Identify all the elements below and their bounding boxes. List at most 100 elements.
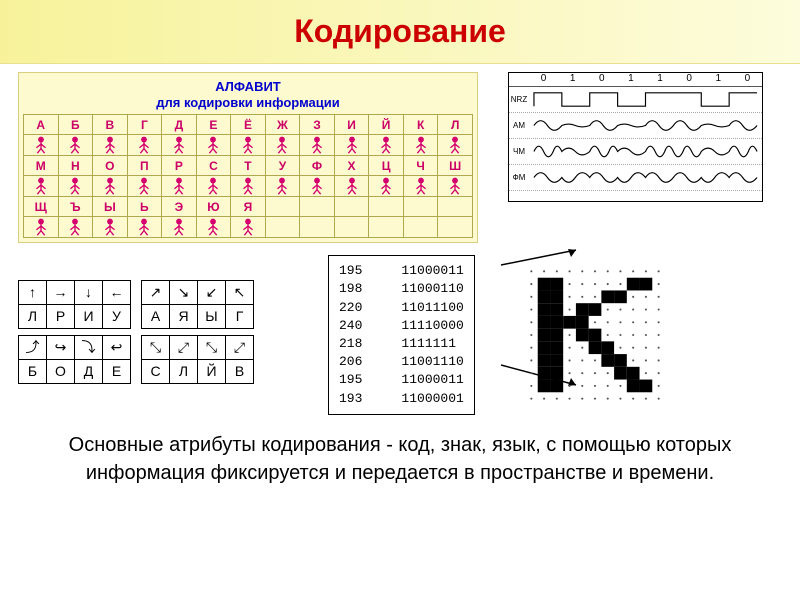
alphabet-symbol-cell: [196, 176, 231, 197]
binary-row: 195 11000011: [339, 262, 464, 280]
alphabet-letter-cell: П: [127, 156, 162, 176]
alphabet-letter-cell: У: [265, 156, 300, 176]
alphabet-symbol-cell: [24, 135, 59, 156]
header-bar: Кодирование: [0, 0, 800, 64]
alphabet-symbol-cell: [127, 176, 162, 197]
alphabet-symbol-cell: [231, 217, 266, 238]
arrow-letter-cell: И: [75, 304, 103, 328]
alphabet-symbol-cell: [58, 135, 93, 156]
alphabet-encoding-box: АЛФАВИТ для кодировки информации АБВГДЕЁ…: [18, 72, 478, 243]
alphabet-symbol-cell: [24, 176, 59, 197]
alphabet-letter-cell: Б: [58, 115, 93, 135]
arrow-cell: ↩: [103, 335, 131, 359]
waveform-header: 01011010: [509, 73, 762, 87]
alphabet-letter-cell: [369, 197, 404, 217]
wave-bit: 0: [587, 73, 616, 86]
alphabet-symbol-cell: [127, 217, 162, 238]
arrow-letter-cell: Л: [170, 359, 198, 383]
alphabet-letter-cell: Ж: [265, 115, 300, 135]
alphabet-table: АБВГДЕЁЖЗИЙКЛМНОПРСТУФХЦЧШЩЪЫЬЭЮЯ: [23, 114, 473, 238]
arrow-letter-cell: Ы: [198, 304, 226, 328]
alphabet-letter-cell: Я: [231, 197, 266, 217]
alphabet-title-2: для кодировки информации: [156, 95, 339, 110]
binary-row: 220 11011100: [339, 299, 464, 317]
wave-bit: 1: [558, 73, 587, 86]
alphabet-symbol-cell: [93, 217, 128, 238]
arrow-cell: ↑: [19, 280, 47, 304]
arrow-grids-row-1: ↑→↓←ЛРИУ↗↘↙↖АЯЫГ: [18, 280, 278, 329]
wave-bit: 1: [646, 73, 675, 86]
alphabet-symbol-cell: [265, 217, 300, 238]
alphabet-title: АЛФАВИТ для кодировки информации: [23, 79, 473, 110]
alphabet-title-1: АЛФАВИТ: [215, 79, 281, 94]
arrow-letter-cell: А: [142, 304, 170, 328]
waveform-row: АМ: [509, 113, 762, 139]
alphabet-symbol-cell: [93, 135, 128, 156]
arrow-letter-cell: Е: [103, 359, 131, 383]
alphabet-letter-cell: Ы: [93, 197, 128, 217]
waveform-label: АМ: [509, 121, 529, 130]
alphabet-symbol-cell: [300, 217, 335, 238]
binary-row: 193 11000001: [339, 390, 464, 408]
arrow-cell: ←: [103, 280, 131, 304]
alphabet-letter-cell: Й: [369, 115, 404, 135]
main-content: АЛФАВИТ для кодировки информации АБВГДЕЁ…: [0, 64, 800, 495]
alphabet-symbol-cell: [265, 176, 300, 197]
binary-row: 218 1111111: [339, 335, 464, 353]
alphabet-letter-cell: Р: [162, 156, 197, 176]
arrow-grid: ↑→↓←ЛРИУ: [18, 280, 131, 329]
wave-bit: 0: [529, 73, 558, 86]
arrow-cell: ↘: [170, 280, 198, 304]
footer-description: Основные атрибуты кодирования - код, зна…: [18, 431, 782, 487]
alphabet-symbol-cell: [231, 176, 266, 197]
alphabet-symbol-cell: [369, 176, 404, 197]
alphabet-symbol-cell: [369, 135, 404, 156]
arrow-letter-cell: Й: [198, 359, 226, 383]
wave-bit: 1: [704, 73, 733, 86]
alphabet-letter-cell: В: [93, 115, 128, 135]
arrow-letter-cell: О: [47, 359, 75, 383]
alphabet-letter-cell: Т: [231, 156, 266, 176]
alphabet-letter-cell: Ф: [300, 156, 335, 176]
waveform-label: ЧМ: [509, 147, 529, 156]
alphabet-letter-cell: [334, 197, 369, 217]
arrow-letter-cell: Р: [47, 304, 75, 328]
alphabet-symbol-cell: [196, 217, 231, 238]
arrow-letter-cell: Я: [170, 304, 198, 328]
arrow-letter-cell: Г: [226, 304, 254, 328]
binary-row: 198 11000110: [339, 280, 464, 298]
arrow-cell: →: [47, 280, 75, 304]
alphabet-symbol-cell: [438, 176, 473, 197]
alphabet-letter-cell: Ш: [438, 156, 473, 176]
waveform-label: ФМ: [509, 173, 529, 182]
wave-bit: 1: [616, 73, 645, 86]
alphabet-symbol-cell: [369, 217, 404, 238]
alphabet-letter-cell: Ё: [231, 115, 266, 135]
alphabet-letter-cell: Ц: [369, 156, 404, 176]
arrow-grids-row-2: ⤴↪⤵↩БОДЕ⤡⤢⤡⤢СЛЙВ: [18, 335, 278, 384]
arrow-cell: ⤢: [226, 335, 254, 359]
alphabet-symbol-cell: [300, 176, 335, 197]
alphabet-letter-cell: [265, 197, 300, 217]
arrow-grid: ↗↘↙↖АЯЫГ: [141, 280, 254, 329]
alphabet-symbol-cell: [58, 217, 93, 238]
alphabet-letter-cell: К: [403, 115, 438, 135]
alphabet-letter-cell: И: [334, 115, 369, 135]
alphabet-letter-cell: [438, 197, 473, 217]
arrow-cell: ↖: [226, 280, 254, 304]
alphabet-symbol-cell: [334, 217, 369, 238]
arrow-grid: ⤴↪⤵↩БОДЕ: [18, 335, 131, 384]
alphabet-letter-cell: О: [93, 156, 128, 176]
arrow-cell: ⤡: [142, 335, 170, 359]
arrow-cell: ↪: [47, 335, 75, 359]
alphabet-letter-cell: А: [24, 115, 59, 135]
arrow-letter-cell: В: [226, 359, 254, 383]
alphabet-symbol-cell: [438, 217, 473, 238]
arrow-letter-cell: Л: [19, 304, 47, 328]
alphabet-symbol-cell: [127, 135, 162, 156]
arrow-cell: ⤵: [75, 335, 103, 359]
alphabet-letter-cell: М: [24, 156, 59, 176]
alphabet-letter-cell: Д: [162, 115, 197, 135]
alphabet-letter-cell: Ч: [403, 156, 438, 176]
wave-bit: 0: [675, 73, 704, 86]
